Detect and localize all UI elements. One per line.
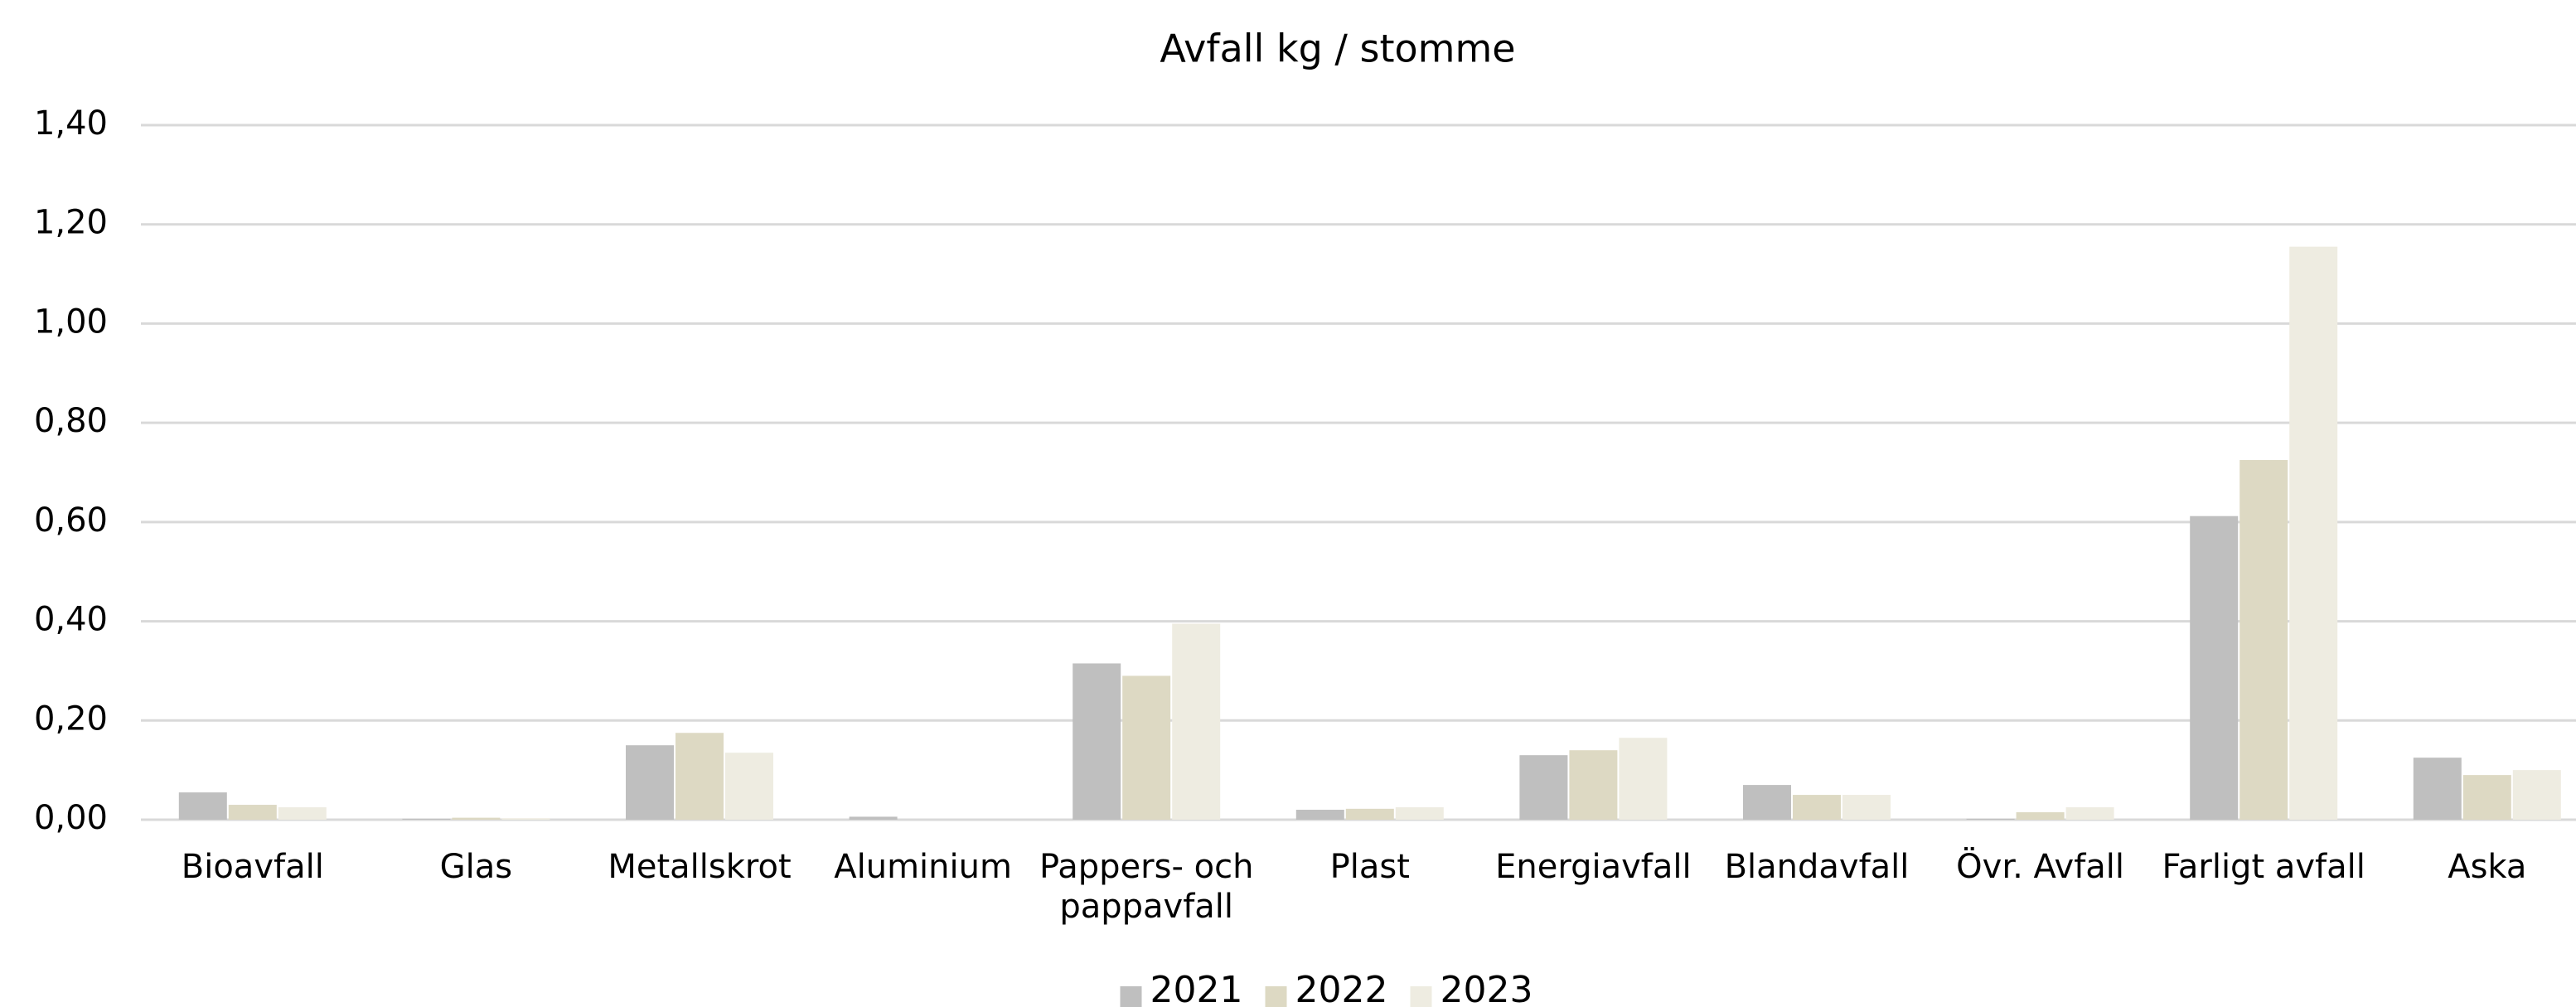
- bar: [626, 745, 674, 820]
- x-tick-label: Glas: [439, 848, 513, 886]
- bar: [1519, 755, 1568, 820]
- bar: [2413, 758, 2462, 820]
- bar: [725, 753, 773, 820]
- x-tick-label: Blandavfall: [1724, 848, 1910, 886]
- x-tick-label: Aska: [2448, 848, 2527, 886]
- y-tick-label: 1,40: [34, 104, 108, 143]
- bar: [402, 818, 451, 820]
- bar: [2512, 770, 2561, 820]
- bar: [1569, 750, 1618, 820]
- x-tick-label: Bioavfall: [181, 848, 324, 886]
- bar: [1295, 810, 1344, 820]
- bar: [1966, 818, 2015, 820]
- x-tick-label: Pappers- och pappavfall: [1039, 848, 1254, 926]
- bar: [1172, 623, 1221, 820]
- bar: [849, 816, 898, 820]
- bar: [1743, 785, 1791, 820]
- bar: [1345, 808, 1394, 820]
- bar: [278, 807, 327, 820]
- x-tick-label: Farligt avfall: [2162, 848, 2365, 886]
- bar: [2065, 807, 2114, 820]
- legend-label: 2021: [1150, 969, 1243, 1007]
- bar: [1073, 663, 1121, 820]
- y-tick-label: 0,00: [34, 799, 108, 837]
- x-tick-label: Plast: [1329, 848, 1410, 886]
- bar: [675, 733, 724, 820]
- y-tick-label: 0,20: [34, 700, 108, 738]
- bar: [2190, 516, 2239, 820]
- y-tick-label: 0,80: [34, 402, 108, 440]
- bar: [452, 817, 501, 820]
- bar: [1793, 795, 1841, 820]
- bar: [2016, 812, 2065, 820]
- legend-swatch: [1120, 986, 1142, 1007]
- y-tick-label: 1,20: [34, 204, 108, 242]
- bar: [1122, 675, 1171, 820]
- x-tick-label: Aluminium: [834, 848, 1012, 886]
- x-tick-label: Energiavfall: [1495, 848, 1692, 886]
- chart-title: Avfall kg / stomme: [1160, 27, 1515, 71]
- bar: [501, 818, 550, 820]
- legend-label: 2023: [1441, 969, 1533, 1007]
- y-tick-label: 0,40: [34, 601, 108, 639]
- y-tick-label: 0,60: [34, 501, 108, 540]
- x-tick-label: Övr. Avfall: [1956, 848, 2125, 886]
- bar: [1842, 795, 1891, 820]
- bar: [1619, 738, 1668, 820]
- bar: [2462, 775, 2511, 820]
- legend-label: 2022: [1295, 969, 1388, 1007]
- y-tick-label: 1,00: [34, 303, 108, 341]
- legend-swatch: [1410, 986, 1432, 1007]
- bar: [178, 792, 227, 820]
- bar: [228, 805, 277, 820]
- bar: [1395, 807, 1444, 820]
- x-tick-label: Metallskrot: [608, 848, 792, 886]
- bar: [2289, 246, 2338, 820]
- legend-swatch: [1265, 986, 1287, 1007]
- bar: [2239, 460, 2288, 820]
